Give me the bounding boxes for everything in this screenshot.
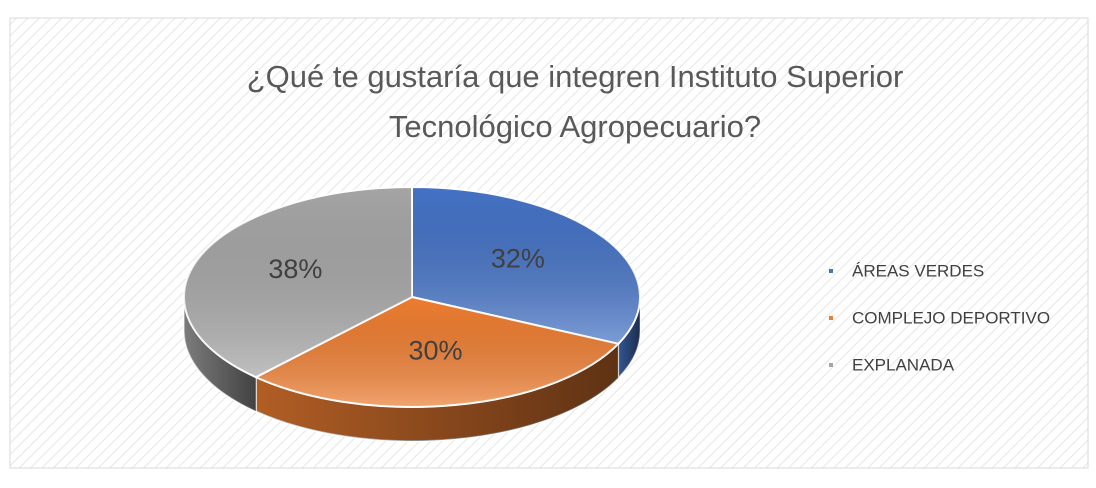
legend-label: EXPLANADA (852, 355, 955, 374)
legend-swatch (829, 269, 833, 273)
pie-side-shade (184, 297, 256, 412)
legend: ÁREAS VERDES COMPLEJO DEPORTIVO EXPLANADA (829, 261, 1050, 374)
chart-title: ¿Qué te gustaría que integren Instituto … (246, 59, 904, 144)
pie-slice-shade (255, 297, 619, 407)
pie: 32% 30% 38% (183, 185, 641, 442)
legend-label: ÁREAS VERDES (852, 261, 984, 280)
legend-swatch (829, 363, 833, 367)
pie-side-shade (255, 343, 619, 441)
pie-slice-shade (183, 187, 412, 378)
data-label: 38% (268, 254, 322, 284)
legend-swatch (829, 316, 833, 320)
data-label: 30% (408, 336, 462, 366)
data-label: 32% (491, 244, 545, 274)
pie-slice-shade (412, 187, 640, 344)
legend-label: COMPLEJO DEPORTIVO (852, 308, 1050, 327)
pie-side-shade (618, 297, 640, 378)
